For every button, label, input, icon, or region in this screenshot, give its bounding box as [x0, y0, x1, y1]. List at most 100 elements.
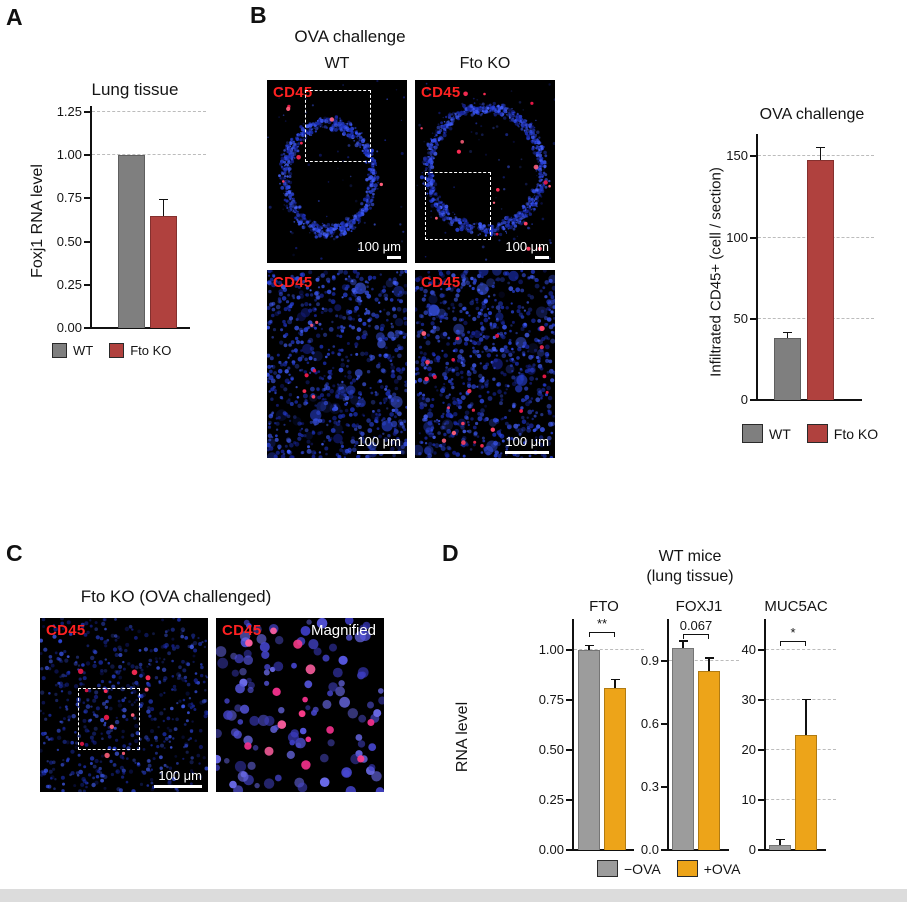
y-tick-mark — [750, 399, 756, 401]
error-bar-cap — [159, 198, 168, 201]
y-tick-mark — [758, 849, 764, 851]
y-tick-label: 0 — [740, 392, 748, 407]
y-tick-label: 0.75 — [538, 692, 564, 707]
x-axis-line — [764, 849, 826, 851]
error-bar — [786, 333, 789, 339]
y-tick-mark — [84, 240, 90, 243]
micrograph-b-wt-magnified: CD45 100 μm — [267, 270, 407, 458]
y-tick-label: 0.00 — [56, 320, 82, 335]
legend-label: WT — [73, 343, 94, 358]
scale-bar-line — [154, 785, 202, 788]
y-tick-label: 0.3 — [640, 778, 659, 794]
y-tick-mark — [758, 799, 764, 801]
gridline — [766, 649, 836, 650]
scale-bar-text: 100 μm — [505, 239, 549, 254]
bar — [795, 735, 817, 850]
error-bar-cap — [801, 698, 811, 700]
panel-d-subplot-title-fto: FTO — [589, 598, 619, 615]
y-axis-line — [756, 134, 758, 401]
significance-bracket — [589, 632, 615, 637]
y-tick-mark — [566, 799, 572, 801]
y-tick-mark — [566, 749, 572, 751]
y-tick-mark — [750, 317, 756, 320]
y-tick-label: 20 — [741, 742, 756, 757]
error-bar-cap — [584, 644, 594, 646]
panel-d-legend: −OVA +OVA — [597, 860, 756, 877]
scale-bar: 100 μm — [505, 239, 549, 259]
magnified-label: Magnified — [310, 622, 376, 639]
bar — [672, 648, 694, 850]
error-bar — [588, 646, 590, 650]
panel-d-plot-foxj1: 0.0 0.3 0.6 0.9 0.067 — [641, 618, 739, 857]
cd45-marker-label: CD45 — [421, 274, 461, 291]
error-bar-cap — [816, 146, 825, 149]
significance-label: * — [790, 625, 796, 640]
micrograph-c-magnified: CD45 Magnified — [216, 618, 384, 792]
error-bar-cap — [610, 678, 620, 680]
y-tick-mark — [84, 197, 90, 200]
bar — [578, 650, 600, 850]
gridline — [92, 154, 206, 156]
panel-d-subplot-title-muc5ac: MUC5AC — [764, 598, 828, 615]
panel-a-label: A — [6, 4, 23, 30]
y-tick-label: 1.25 — [56, 104, 82, 119]
bottom-strip — [0, 889, 907, 902]
y-tick-mark — [566, 849, 572, 851]
significance-label: ** — [596, 616, 608, 631]
panel-a-plot: 0.00 0.25 0.50 0.75 1.00 1.25 — [57, 104, 206, 335]
y-tick-label: 0.6 — [640, 715, 659, 731]
legend-swatch — [806, 424, 828, 443]
y-tick-mark — [758, 649, 764, 651]
error-bar-cap — [783, 331, 792, 334]
micrograph-b-ftoko-overview: CD45 100 μm — [415, 80, 555, 263]
micrograph-c-overview: CD45 100 μm — [40, 618, 208, 792]
panel-b-label: B — [250, 2, 267, 28]
legend-label: −OVA — [624, 860, 661, 877]
bar — [698, 671, 720, 850]
legend-label: +OVA — [703, 860, 741, 877]
panel-d-subplot-title-foxj1: FOXJ1 — [675, 598, 723, 615]
scale-bar-line — [357, 451, 401, 454]
y-axis-line — [764, 619, 766, 851]
panel-b-chart-y-axis-title: Infiltrated CD45+ (cell / section) — [707, 167, 725, 377]
legend-swatch — [109, 343, 125, 358]
y-tick-mark — [84, 283, 90, 286]
error-bar-cap — [704, 657, 714, 659]
panel-a-title: Lung tissue — [91, 80, 179, 99]
y-tick-mark — [566, 649, 572, 651]
bar — [774, 338, 801, 400]
cd45-marker-label: CD45 — [46, 622, 86, 639]
scale-bar: 100 μm — [154, 768, 202, 788]
significance-bracket — [780, 641, 806, 646]
scale-bar: 100 μm — [357, 239, 401, 259]
micrograph-art — [267, 80, 406, 260]
legend-item: +OVA — [676, 860, 741, 877]
gridline — [766, 699, 836, 700]
panel-b-plot: 0 50 100 150 — [726, 134, 874, 407]
y-tick-mark — [661, 722, 667, 725]
error-bar — [819, 148, 822, 160]
micrograph-art — [267, 270, 407, 458]
panel-d-plot-muc5ac: 0 10 20 30 40 * — [742, 619, 836, 857]
roi-box — [78, 688, 140, 750]
panel-d-y-axis-title: RNA level — [454, 701, 471, 773]
y-tick-mark — [661, 849, 667, 851]
micrograph-b-wt-overview: CD45 100 μm — [267, 80, 407, 263]
scale-bar-line — [387, 256, 401, 259]
y-tick-mark — [758, 749, 764, 751]
y-tick-label: 0.0 — [640, 842, 659, 857]
y-tick-label: 50 — [733, 310, 748, 326]
y-tick-label: 1.00 — [56, 147, 82, 163]
y-tick-mark — [84, 154, 90, 157]
error-bar-cap — [775, 838, 785, 840]
y-tick-mark — [661, 785, 667, 788]
panel-d-label: D — [442, 540, 459, 566]
y-tick-label: 40 — [741, 642, 756, 657]
y-tick-mark — [758, 699, 764, 701]
y-tick-label: 100 — [726, 229, 748, 245]
bar — [807, 159, 834, 400]
y-tick-label: 0 — [748, 842, 756, 857]
micrograph-art — [416, 82, 555, 263]
cd45-marker-label: CD45 — [222, 622, 262, 639]
x-axis-line — [756, 399, 862, 401]
